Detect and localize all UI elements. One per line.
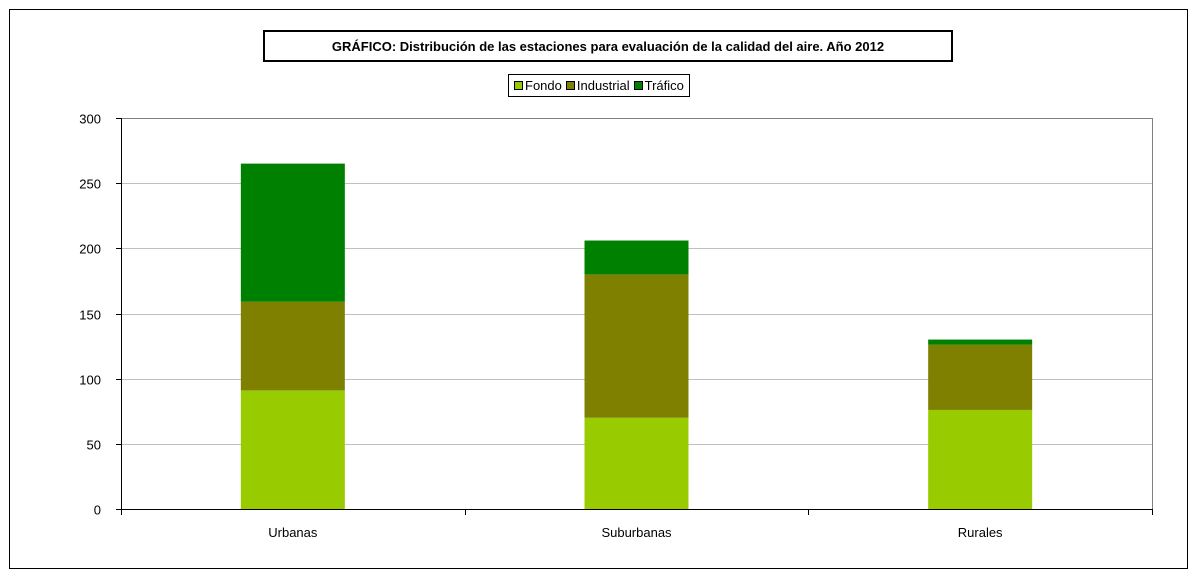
bar-industrial-suburbanas xyxy=(584,274,689,418)
legend-label-trafico: Tráfico xyxy=(644,78,684,93)
bar-fondo-rurales xyxy=(928,409,1033,509)
chart-title: GRÁFICO: Distribución de las estaciones … xyxy=(263,30,953,62)
bar-industrial-urbanas xyxy=(240,301,345,391)
legend-label-fondo: Fondo xyxy=(525,78,562,93)
y-tick-label: 100 xyxy=(79,373,101,388)
y-tick-label: 150 xyxy=(79,308,101,323)
x-tick-label: Urbanas xyxy=(268,525,318,540)
legend-label-industrial: Industrial xyxy=(576,78,630,93)
legend-item-trafico: Tráfico xyxy=(633,78,684,93)
legend-swatch-industrial xyxy=(565,81,575,90)
y-tick-label: 200 xyxy=(79,242,101,257)
y-tick-label: 250 xyxy=(79,177,101,192)
x-tick-label: Suburbanas xyxy=(601,525,672,540)
legend-swatch-fondo xyxy=(514,81,523,90)
bar-fondo-suburbanas xyxy=(584,417,689,509)
bar-industrial-rurales xyxy=(928,344,1033,410)
x-tick-label: Rurales xyxy=(958,525,1003,540)
bar-trafico-urbanas xyxy=(240,163,345,302)
legend: Fondo Industrial Tráfico xyxy=(508,74,690,97)
legend-item-industrial: Industrial xyxy=(565,78,630,93)
bar-trafico-rurales xyxy=(928,339,1033,345)
bar-trafico-suburbanas xyxy=(584,240,689,275)
legend-item-fondo: Fondo xyxy=(514,78,562,93)
y-tick-label: 300 xyxy=(79,112,101,127)
y-tick-label: 50 xyxy=(87,438,101,453)
legend-swatch-trafico xyxy=(633,81,643,90)
bar-fondo-urbanas xyxy=(240,390,345,509)
y-tick-label: 0 xyxy=(94,503,101,518)
